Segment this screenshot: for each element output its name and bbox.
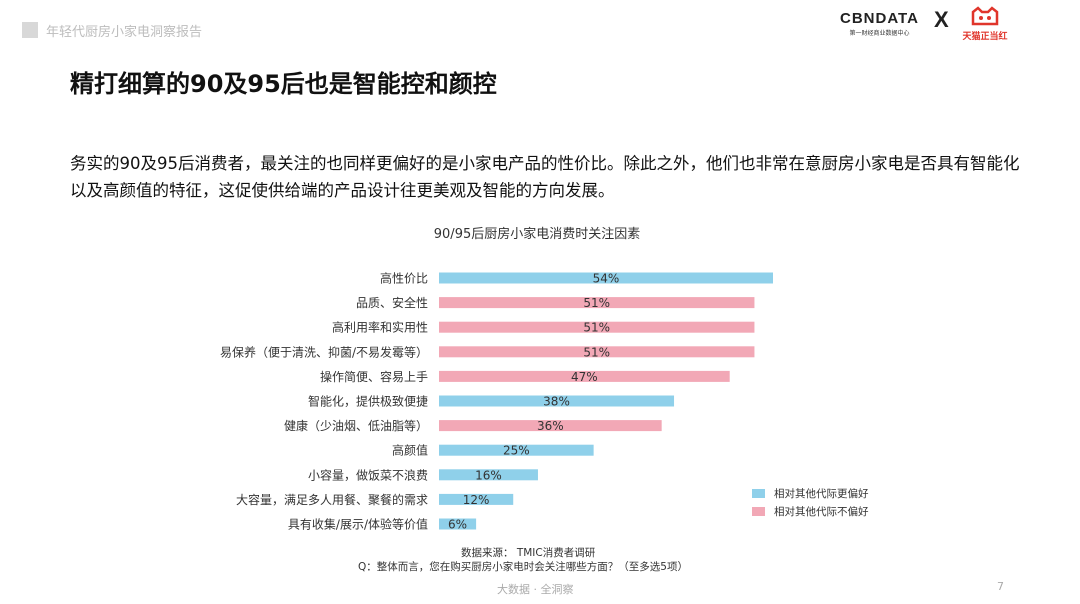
- bar: [439, 395, 675, 407]
- bar-value-label: 16%: [475, 468, 502, 482]
- bar-value-label: 25%: [503, 444, 530, 458]
- logo-separator: X: [934, 7, 949, 32]
- legend-swatch-prefer: [752, 488, 765, 498]
- bar-value-label: 38%: [543, 395, 570, 409]
- intro-paragraph: 务实的90及95后消费者，最关注的也同样更偏好的是小家电产品的性价比。除此之外，…: [70, 154, 1020, 200]
- legend-item-not-prefer: 相对其他代际不偏好: [752, 502, 869, 520]
- bar: [439, 469, 538, 481]
- chart-legend: 相对其他代际更偏好 相对其他代际不偏好: [752, 484, 869, 520]
- bar: [439, 370, 730, 382]
- bar-value-label: 6%: [448, 518, 467, 532]
- footer-slogan: 大数据 · 全洞察: [497, 583, 574, 596]
- category-label: 高性价比: [380, 271, 428, 286]
- bar: [439, 321, 755, 333]
- legend-swatch-not-prefer: [752, 506, 765, 516]
- tmic-cat-icon: [971, 6, 999, 26]
- data-source: 数据来源： TMIC消费者调研: [461, 547, 596, 559]
- category-label: 高颜值: [392, 443, 428, 458]
- survey-question: Q：整体而言，您在购买厨房小家电时会关注哪些方面？（至多选5项）: [358, 561, 688, 573]
- bar-value-label: 36%: [537, 419, 564, 433]
- bar-value-label: 51%: [583, 345, 610, 359]
- legend-label-prefer: 相对其他代际更偏好: [774, 487, 869, 500]
- category-label: 小容量，做饭菜不浪费: [308, 467, 428, 482]
- legend-item-prefer: 相对其他代际更偏好: [752, 484, 869, 502]
- category-label: 高利用率和实用性: [332, 320, 428, 335]
- bar-value-label: 47%: [571, 370, 598, 384]
- cbndata-logo: CBNDATA 第一财经商业数据中心: [840, 10, 919, 37]
- bar: [439, 272, 773, 284]
- chart-title: 90/95后厨房小家电消费时关注因素: [434, 226, 640, 242]
- category-label: 品质、安全性: [356, 295, 428, 310]
- bar: [439, 518, 477, 530]
- bar-value-label: 51%: [583, 296, 610, 310]
- bar: [439, 346, 755, 358]
- page-title: 精打细算的90及95后也是智能控和颜控: [70, 70, 497, 98]
- bar: [439, 420, 662, 432]
- bar-value-label: 51%: [583, 321, 610, 335]
- category-label: 具有收集/展示/体验等价值: [288, 517, 428, 532]
- category-label: 健康（少油烟、低油脂等）: [284, 418, 428, 433]
- report-title: 年轻代厨房小家电洞察报告: [46, 25, 203, 40]
- tmic-logo: 天猫正当红: [962, 6, 1008, 42]
- category-label: 大容量，满足多人用餐、聚餐的需求: [236, 492, 428, 507]
- bar: [439, 493, 514, 505]
- bar: [439, 444, 594, 456]
- header-square-decoration: [22, 22, 38, 38]
- bar-value-label: 54%: [593, 272, 620, 286]
- category-label: 智能化，提供极致便捷: [308, 394, 428, 409]
- category-label: 易保养（便于清洗、抑菌/不易发霉等）: [220, 344, 428, 359]
- bar: [439, 297, 755, 309]
- bar-value-label: 12%: [463, 493, 490, 507]
- category-label: 操作简便、容易上手: [320, 369, 428, 384]
- legend-label-not-prefer: 相对其他代际不偏好: [774, 505, 869, 518]
- page-number: 7: [997, 580, 1004, 593]
